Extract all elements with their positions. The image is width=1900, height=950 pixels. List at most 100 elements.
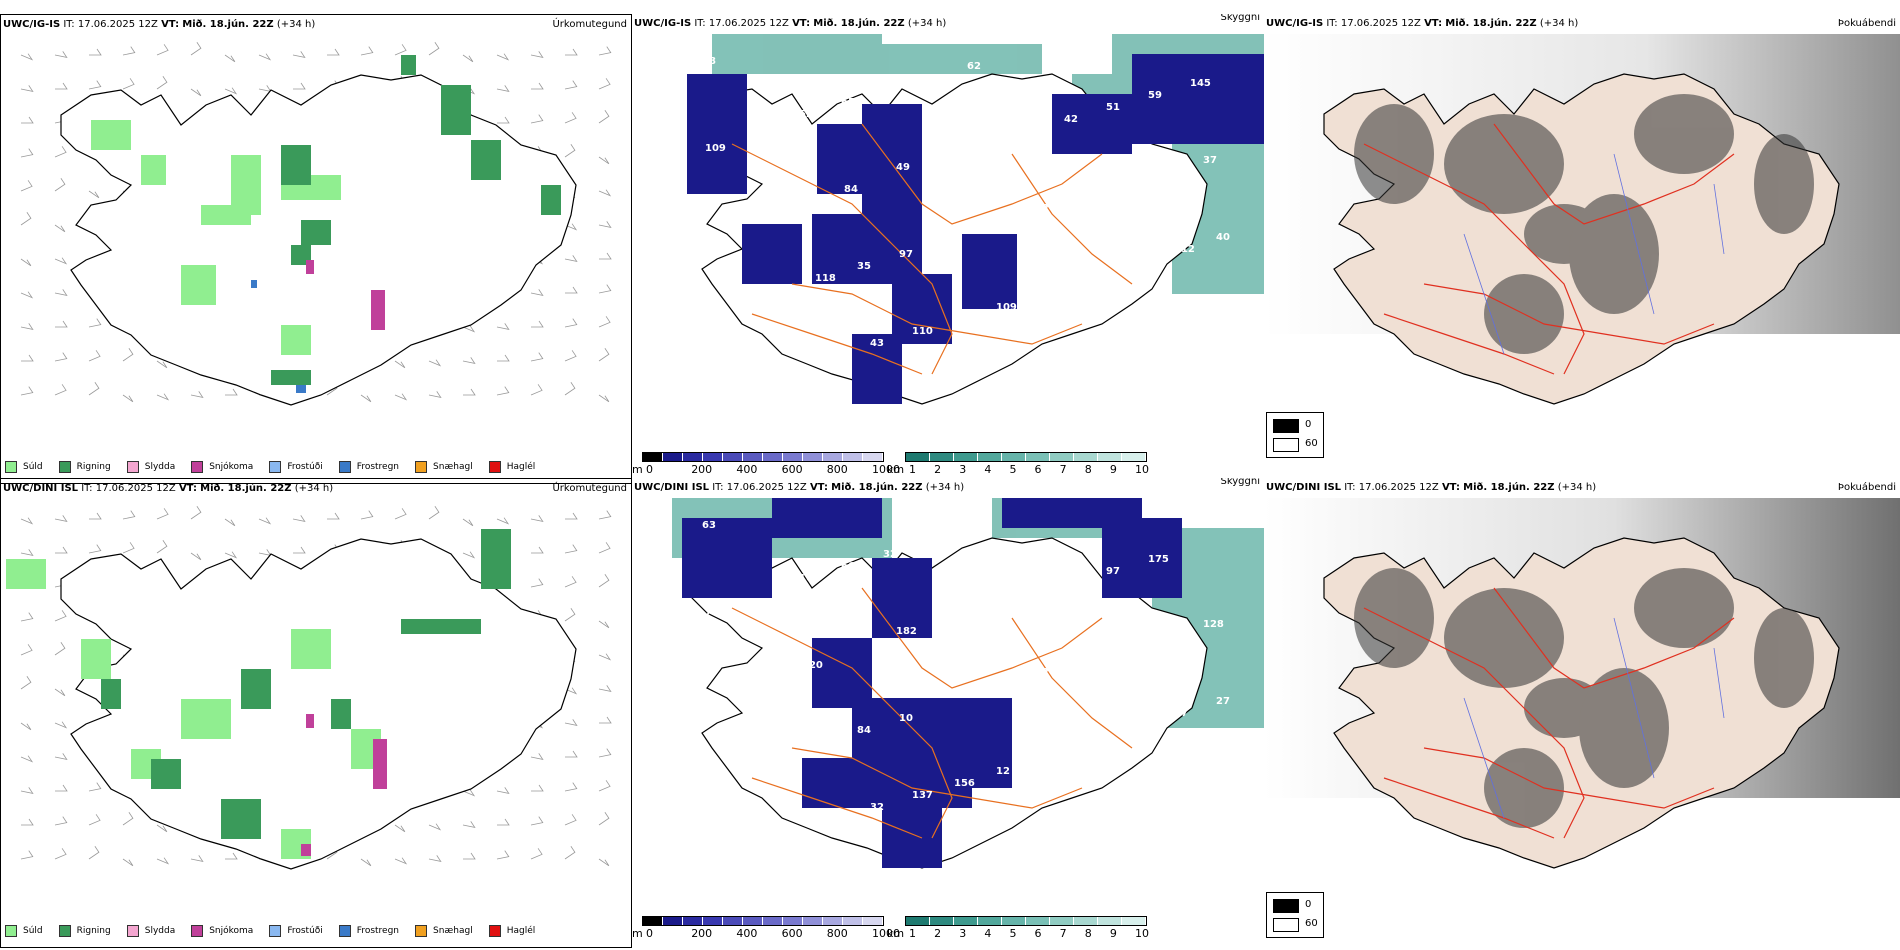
road-network (1363, 123, 1735, 375)
it-label: IT: (63, 19, 75, 30)
vt-label: VT: (1441, 482, 1460, 493)
wind-barb (156, 360, 168, 369)
cloud-base-value: 47 (1077, 655, 1091, 666)
wind-barb (598, 812, 610, 826)
colorbar-segment (843, 917, 863, 925)
wind-barb (598, 348, 610, 362)
wind-barb (293, 546, 306, 554)
it-value: 17.06.2025 12Z (1358, 482, 1439, 493)
legend-swatch (415, 461, 428, 473)
panel-title: Skyggni (1220, 478, 1260, 487)
wind-barb (54, 178, 66, 192)
vt-value: Mið. 18.jún. 22Z (1445, 18, 1537, 29)
wind-barb (531, 320, 544, 328)
wind-barb (55, 546, 68, 554)
colorbar-tick-label: 0 (646, 927, 653, 940)
cloud-base-value: 84 (844, 184, 858, 195)
colorbar-segment (1026, 453, 1050, 461)
cloud-base-value: 10 (899, 713, 913, 724)
wind-barb (462, 789, 476, 797)
wind-barb (530, 515, 544, 522)
cloud-base-value: 57 (938, 614, 952, 625)
cloud-base-value: 90 (883, 85, 897, 96)
wind-barb (530, 51, 544, 58)
colorbar-segment (1050, 453, 1074, 461)
wind-barb (497, 818, 510, 826)
cloud-base-value: 42 (1035, 667, 1049, 678)
colorbar-segment (843, 453, 863, 461)
cloud-base-value: 130 (1051, 831, 1072, 842)
fog-indicator-panel: UWC/DINI ISL IT: 17.06.2025 12Z VT: Mið.… (1264, 478, 1900, 948)
legend-item: Súld (5, 925, 43, 937)
wind-barb (394, 857, 408, 865)
colorbar-segment (823, 917, 843, 925)
it-label: IT: (1326, 18, 1338, 29)
it-value: 17.06.2025 12Z (726, 482, 807, 493)
wind-barb (54, 721, 68, 729)
colorbar-segment (1098, 917, 1122, 925)
cloud-base-value: 52 (954, 314, 968, 325)
colorbar-segment (1074, 917, 1098, 925)
cloud-base-value: 155 (815, 737, 836, 748)
wind-barb (88, 318, 102, 328)
wind-barb (156, 393, 170, 401)
cloud-base-value: 77 (705, 607, 719, 618)
cloud-base-value: 156 (954, 778, 975, 789)
wind-barb (293, 82, 306, 90)
legend-swatch (338, 461, 351, 473)
cloud-base-value: 92 (1051, 367, 1065, 378)
fog-legend-value: 0 (1305, 419, 1312, 430)
wind-barb (564, 846, 576, 860)
panel-title: Úrkomutegund (552, 483, 627, 494)
visibility-map: 88 52 49 41 60 73 36 65 84 52 44 39 48 90 50 49 112 115 55… (632, 34, 1264, 444)
legend-item: Rigning (58, 461, 111, 473)
vt-value: Mið. 18.jún. 22Z (182, 19, 274, 30)
wind-barb (258, 549, 272, 556)
wind-barb (564, 255, 578, 262)
wind-barb (21, 354, 34, 362)
wind-barb (190, 391, 204, 398)
cloud-base-value: 53 (1132, 720, 1146, 731)
wind-barb (20, 644, 33, 656)
wind-barb (88, 80, 102, 90)
wind-barb (20, 517, 34, 525)
legend-label: Snæhagl (433, 462, 473, 472)
cloud-base-value: 126 (1093, 355, 1114, 366)
vt-label: VT: (161, 19, 180, 30)
wind-barb (122, 394, 134, 403)
legend-swatch (126, 925, 139, 937)
wind-barb (463, 852, 476, 860)
wind-barb (565, 512, 578, 520)
cloud-base-value: 52 (1035, 203, 1049, 214)
panel-header: UWC/IG-IS IT: 17.06.2025 12Z VT: Mið. 18… (3, 19, 627, 33)
wind-barb (530, 352, 544, 362)
legend-label: Rigning (76, 462, 111, 472)
wind-barb (327, 512, 340, 520)
vt-label: VT: (792, 18, 811, 29)
colorbar-tick-label: 8 (1084, 463, 1092, 476)
cloud-base-value: 32 (870, 802, 884, 813)
legend-item: Slydda (126, 461, 175, 473)
cloud-base-value: 87 (747, 131, 761, 142)
wind-barb (20, 212, 32, 226)
wind-barb (20, 85, 34, 92)
wind-barb (564, 576, 577, 588)
vt-label: VT: (178, 483, 197, 494)
colorbar-segment (723, 453, 743, 461)
colorbar-segment (1002, 453, 1026, 461)
colorbar-segment (763, 917, 783, 925)
cloud-base-value: 12 (996, 766, 1010, 777)
wind-barb (598, 156, 610, 165)
wind-barb (564, 223, 578, 231)
lead-time: (+34 h) (294, 483, 334, 494)
cloud-base-value: 84 (938, 150, 952, 161)
wind-barb (20, 676, 32, 690)
fog-legend: 0 60 (1266, 412, 1324, 458)
wind-barb (530, 753, 544, 760)
wind-barb (89, 512, 102, 520)
colorbar-tick-label: 7 (1059, 927, 1067, 940)
colorbar-segment (663, 917, 683, 925)
wind-barb (564, 144, 576, 158)
precip-legend: Súld Rigning Slydda Snjókoma Frostúði Frostre… (5, 925, 551, 941)
ceiling-colorbar: m 0 200 400 600 800 1000 (632, 916, 900, 940)
